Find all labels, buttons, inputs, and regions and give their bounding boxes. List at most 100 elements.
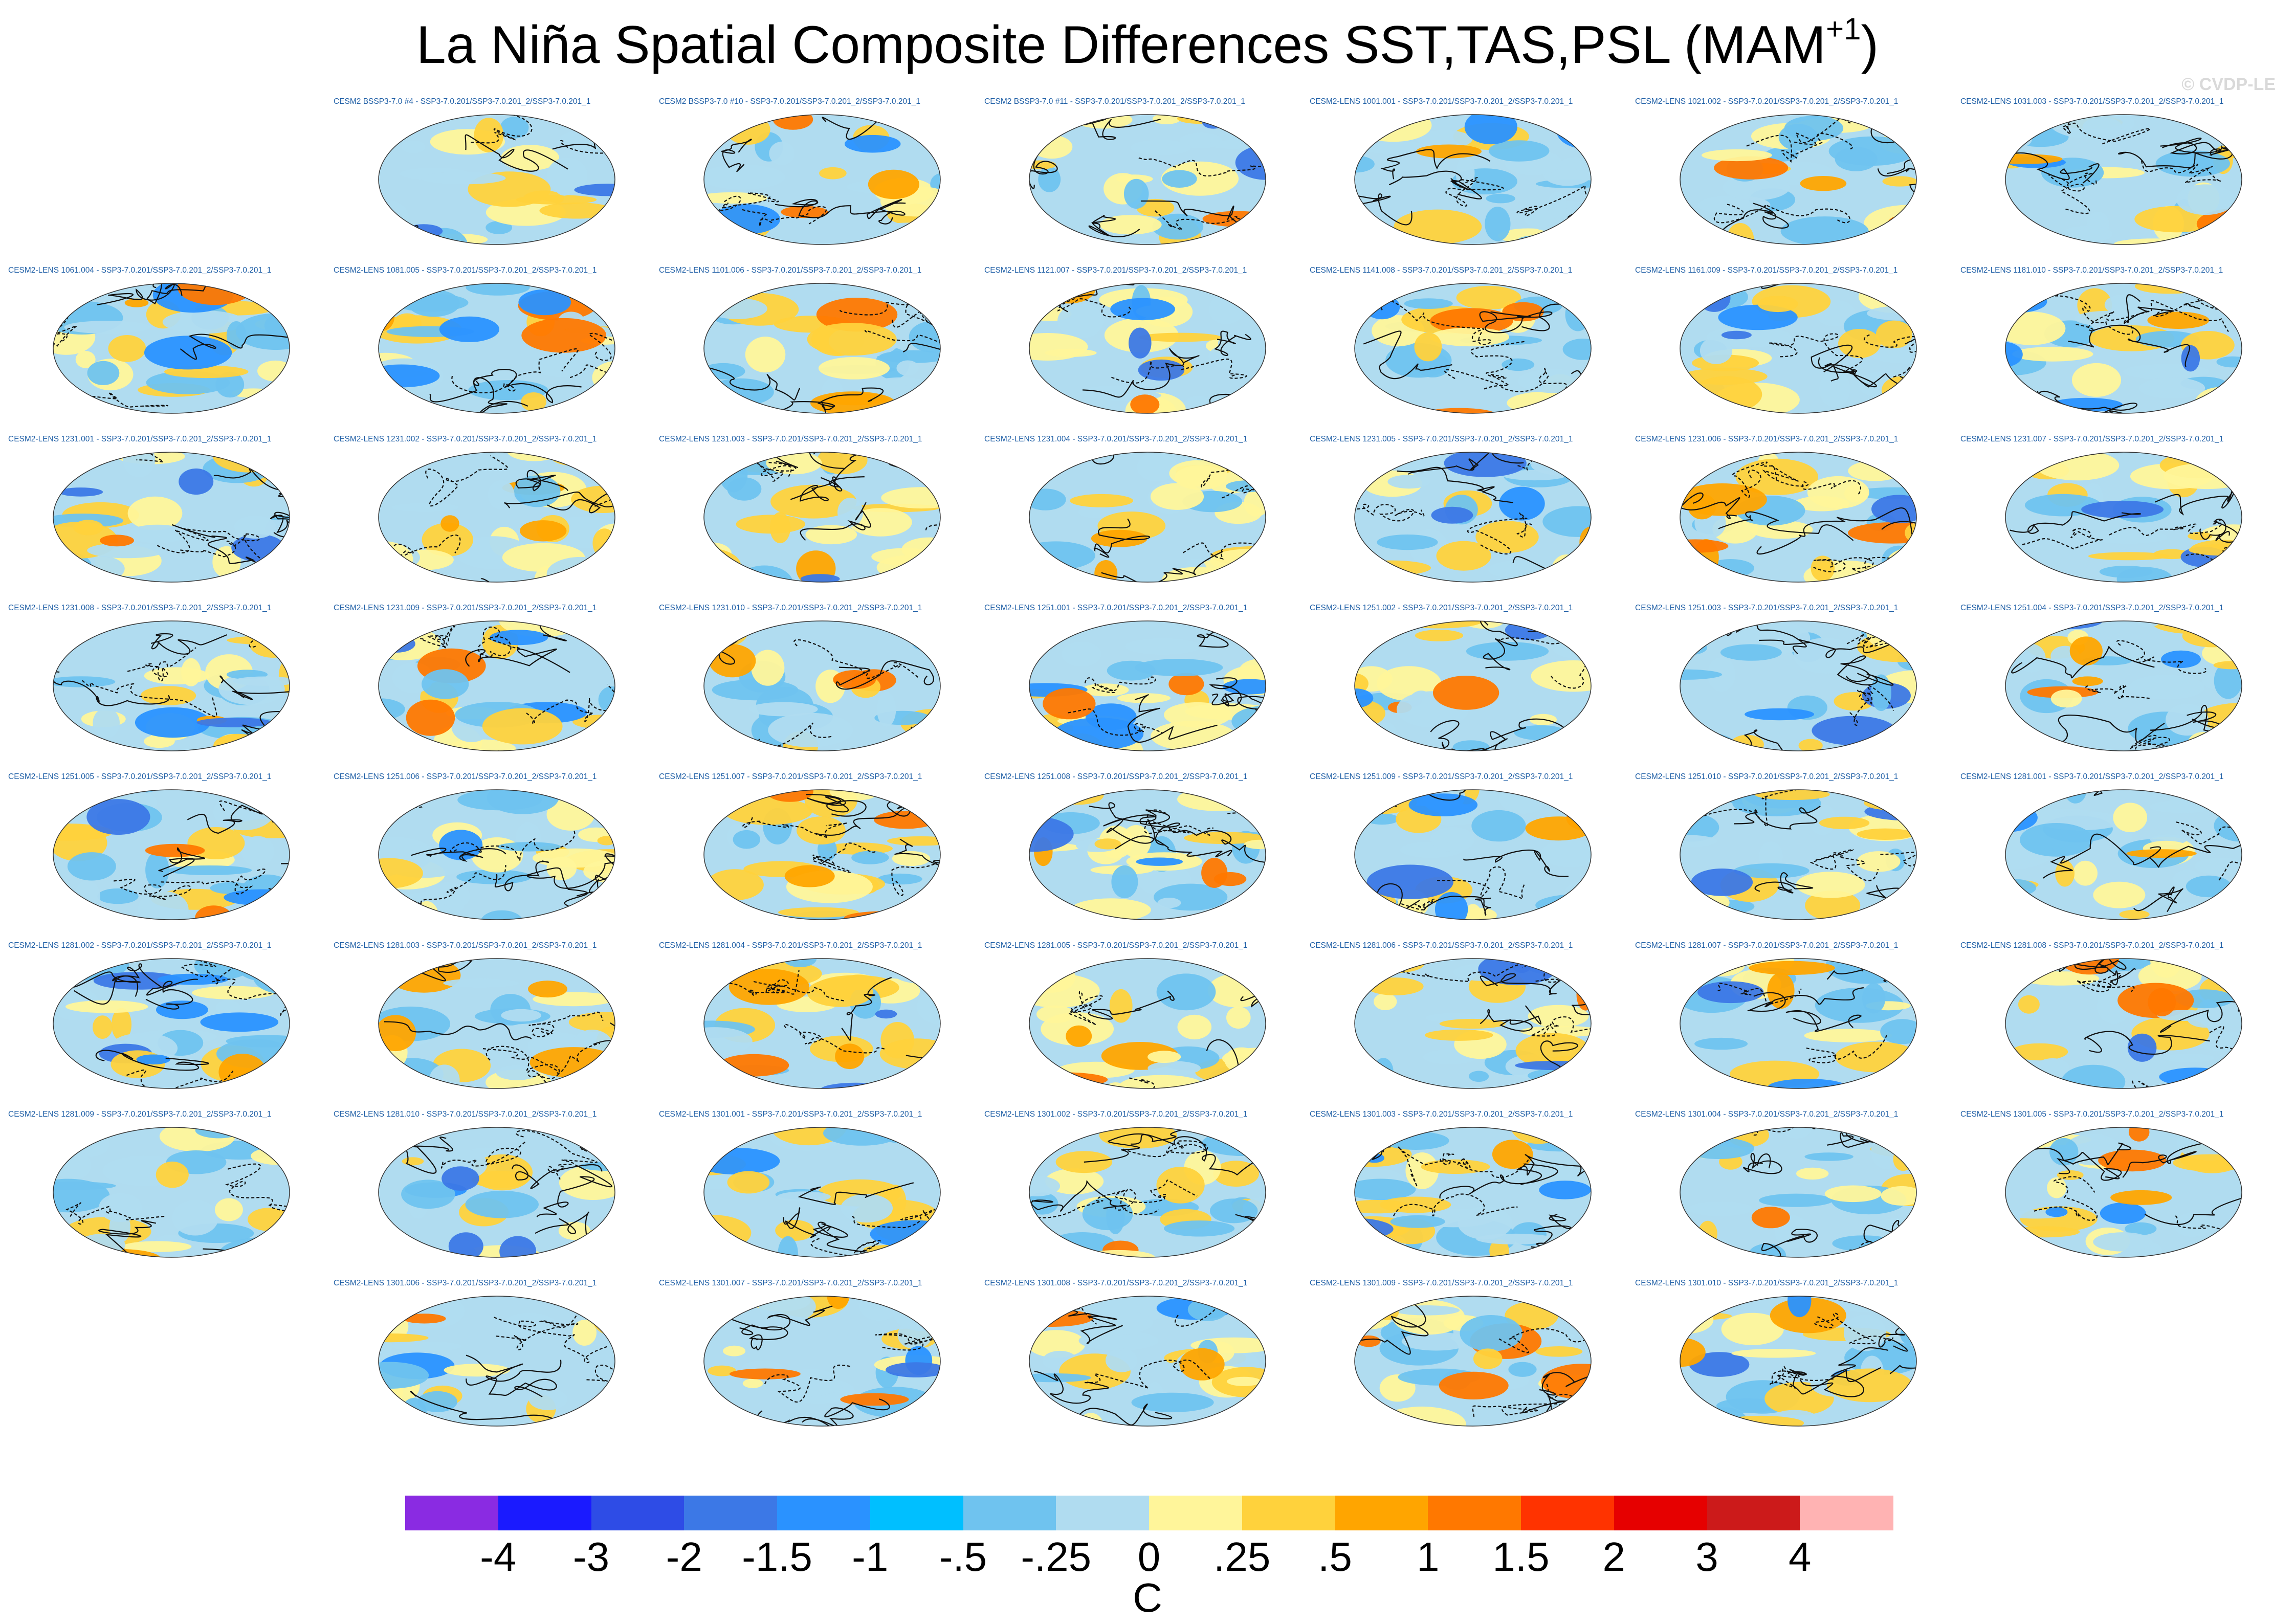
psl-contour <box>1470 341 1525 390</box>
anomaly-patch <box>2104 294 2143 315</box>
anomaly-patch <box>1373 1058 1394 1085</box>
psl-contour <box>2150 704 2225 733</box>
anomaly-patch <box>1138 359 1185 381</box>
anomaly-patch <box>2012 346 2093 362</box>
anomaly-patch <box>444 1364 511 1377</box>
psl-contour <box>1893 358 1916 395</box>
anomaly-patch <box>417 1391 457 1412</box>
anomaly-patch <box>592 1300 615 1336</box>
map-panel <box>2005 452 2242 583</box>
anomaly-patch <box>704 621 748 648</box>
anomaly-patch <box>1825 1420 1889 1426</box>
psl-contour <box>1572 629 1591 665</box>
anomaly-patch <box>1466 641 1549 661</box>
anomaly-patch <box>2214 810 2242 842</box>
psl-contour <box>1864 334 1916 353</box>
map-outline <box>1029 1296 1266 1427</box>
anomaly-patch <box>2127 1033 2157 1062</box>
psl-contour <box>852 1209 940 1231</box>
psl-contour <box>864 320 940 347</box>
anomaly-patch <box>1029 1373 1091 1383</box>
anomaly-patch <box>2182 625 2242 648</box>
anomaly-patch <box>800 574 840 582</box>
map-field <box>379 621 615 751</box>
anomaly-patch <box>1094 838 1121 850</box>
psl-contour <box>2209 1019 2242 1062</box>
anomaly-patch <box>1875 320 1912 349</box>
anomaly-patch <box>1843 1315 1887 1351</box>
anomaly-patch <box>863 1245 917 1254</box>
psl-contour <box>2218 843 2242 881</box>
anomaly-patch <box>1838 329 1881 358</box>
map-outline <box>53 789 290 920</box>
anomaly-patch <box>1525 816 1591 841</box>
anomaly-patch <box>819 167 847 180</box>
anomaly-patch <box>401 140 426 153</box>
anomaly-patch <box>1796 1167 1829 1180</box>
anomaly-patch <box>421 172 506 185</box>
anomaly-patch <box>379 1234 403 1245</box>
psl-contour <box>1806 1034 1887 1063</box>
anomaly-patch <box>1358 569 1401 582</box>
anomaly-patch <box>1209 294 1244 325</box>
anomaly-patch <box>1109 989 1133 1023</box>
map-outline <box>53 620 290 751</box>
anomaly-patch <box>1697 981 1764 1004</box>
map-field <box>1029 790 1266 920</box>
psl-contour <box>270 511 290 538</box>
psl-contour <box>806 794 867 817</box>
anomaly-patch <box>908 621 940 639</box>
anomaly-patch <box>466 283 530 296</box>
map-outline <box>1680 1296 1917 1427</box>
psl-contour <box>1167 826 1266 864</box>
panel-label: CESM2-LENS 1301.004 - SSP3-7.0.201/SSP3-… <box>1635 1110 1899 1119</box>
anomaly-patch <box>420 228 468 244</box>
anomaly-patch <box>704 1132 724 1165</box>
psl-contour <box>255 1240 290 1257</box>
anomaly-patch <box>2031 621 2104 630</box>
anomaly-patch <box>67 852 116 881</box>
map-panel <box>1354 1127 1592 1258</box>
psl-contour <box>1703 729 1848 751</box>
anomaly-patch <box>520 520 567 542</box>
anomaly-patch <box>1680 738 1715 751</box>
anomaly-patch <box>1417 130 1472 149</box>
anomaly-patch <box>769 141 795 166</box>
anomaly-patch <box>2134 283 2205 294</box>
psl-contour <box>1567 206 1591 240</box>
anomaly-patch <box>1363 959 1425 973</box>
anomaly-patch <box>2049 1138 2079 1166</box>
psl-contour <box>1085 1359 1212 1389</box>
anomaly-patch <box>1827 1368 1913 1403</box>
anomaly-patch <box>1244 839 1266 850</box>
anomaly-patch <box>1691 376 1762 413</box>
anomaly-patch <box>2005 738 2059 751</box>
psl-contour <box>515 1130 598 1180</box>
map-outline <box>1029 1127 1266 1258</box>
anomaly-patch <box>1700 337 1733 364</box>
anomaly-patch <box>704 547 741 582</box>
anomaly-patch <box>2005 577 2051 582</box>
psl-contour <box>739 1305 833 1336</box>
anomaly-patch <box>1106 1348 1138 1372</box>
anomaly-patch <box>1148 1061 1201 1076</box>
psl-contour <box>802 1398 890 1426</box>
anomaly-patch <box>2055 860 2075 887</box>
map-field <box>379 790 615 920</box>
psl-contour <box>1114 1180 1198 1211</box>
psl-contour <box>2243 1223 2287 1258</box>
anomaly-patch <box>729 1368 801 1380</box>
psl-contour <box>2192 718 2242 751</box>
anomaly-patch <box>490 630 548 646</box>
panel-label: CESM2-LENS 1281.008 - SSP3-7.0.201/SSP3-… <box>1960 941 2224 950</box>
psl-contour <box>1531 1214 1572 1250</box>
map-field <box>379 1127 615 1257</box>
colorbar-segment <box>777 1496 871 1530</box>
anomaly-patch <box>145 851 169 888</box>
anomaly-patch <box>1408 793 1478 816</box>
anomaly-patch <box>929 1243 940 1257</box>
anomaly-patch <box>379 1333 429 1343</box>
panel-label: CESM2-LENS 1231.008 - SSP3-7.0.201/SSP3-… <box>8 604 272 612</box>
anomaly-patch <box>1745 708 1815 721</box>
anomaly-patch <box>1416 144 1482 159</box>
